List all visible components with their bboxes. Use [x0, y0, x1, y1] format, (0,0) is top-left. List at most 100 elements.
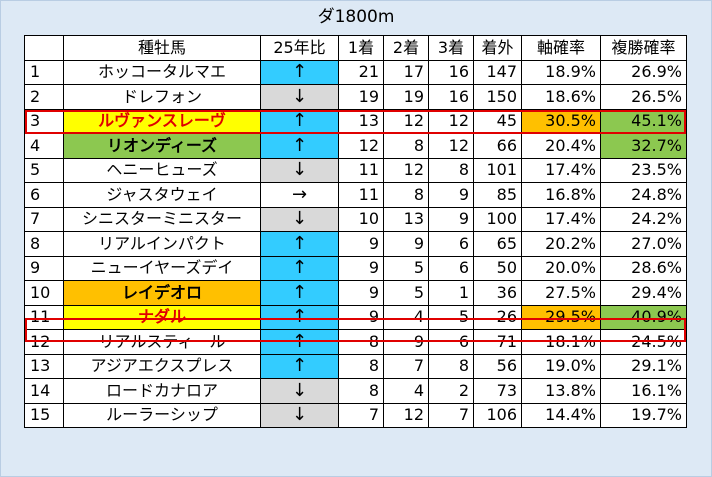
- first-count-cell: 13: [338, 108, 384, 134]
- trend-arrow-cell: ↑: [260, 255, 339, 281]
- sire-name-cell: ジャスタウェイ: [63, 182, 261, 208]
- rank-cell: 4: [24, 133, 64, 159]
- trend-arrow-cell: ↑: [260, 329, 339, 355]
- table-row: 3 ルヴァンスレーヴ ↑ 13 12 12 45 30.5% 45.1%: [24, 108, 687, 134]
- trend-arrow-cell: ↑: [260, 304, 339, 330]
- axis-rate-cell: 17.4%: [521, 206, 601, 232]
- trend-arrow-cell: ↑: [260, 59, 339, 85]
- axis-rate-cell: 18.1%: [521, 329, 601, 355]
- out-count-cell: 65: [473, 231, 522, 257]
- rank-cell: 11: [24, 304, 64, 330]
- rank-cell: 3: [24, 108, 64, 134]
- first-count-cell: 9: [338, 255, 384, 281]
- trend-arrow-cell: ↓: [260, 402, 339, 428]
- trend-arrow-cell: ↑: [260, 353, 339, 379]
- table-row: 10 レイデオロ ↑ 9 5 1 36 27.5% 29.4%: [24, 280, 687, 306]
- axis-rate-cell: 20.2%: [521, 231, 601, 257]
- rank-cell: 13: [24, 353, 64, 379]
- first-count-cell: 8: [338, 378, 384, 404]
- axis-rate-cell: 18.6%: [521, 84, 601, 110]
- trend-arrow-cell: ↑: [260, 231, 339, 257]
- third-count-cell: 12: [428, 108, 474, 134]
- second-count-cell: 8: [383, 133, 429, 159]
- sire-name-cell: アジアエクスプレス: [63, 353, 261, 379]
- place-rate-cell: 16.1%: [600, 378, 687, 404]
- first-count-cell: 9: [338, 304, 384, 330]
- sire-name-cell: シニスターミニスター: [63, 206, 261, 232]
- trend-arrow-cell: ↑: [260, 133, 339, 159]
- sire-name-cell: ホッコータルマエ: [63, 59, 261, 85]
- trend-arrow-cell: ↓: [260, 378, 339, 404]
- third-count-cell: 9: [428, 206, 474, 232]
- column-header: 種牡馬: [63, 35, 261, 61]
- axis-rate-cell: 19.0%: [521, 353, 601, 379]
- table-row: 11 ナダル ↑ 9 4 5 26 29.5% 40.9%: [24, 304, 687, 330]
- third-count-cell: 8: [428, 157, 474, 183]
- sire-name-cell: レイデオロ: [63, 280, 261, 306]
- out-count-cell: 45: [473, 108, 522, 134]
- trend-arrow-cell: ↓: [260, 157, 339, 183]
- rank-cell: 12: [24, 329, 64, 355]
- table-row: 8 リアルインパクト ↑ 9 9 6 65 20.2% 27.0%: [24, 231, 687, 257]
- rank-cell: 14: [24, 378, 64, 404]
- first-count-cell: 11: [338, 182, 384, 208]
- table-row: 6 ジャスタウェイ → 11 8 9 85 16.8% 24.8%: [24, 182, 687, 208]
- place-rate-cell: 24.8%: [600, 182, 687, 208]
- third-count-cell: 2: [428, 378, 474, 404]
- table-row: 1 ホッコータルマエ ↑ 21 17 16 147 18.9% 26.9%: [24, 59, 687, 85]
- sire-name-cell: ロードカナロア: [63, 378, 261, 404]
- sire-name-cell: ドレフォン: [63, 84, 261, 110]
- third-count-cell: 6: [428, 231, 474, 257]
- rank-cell: 8: [24, 231, 64, 257]
- place-rate-cell: 24.2%: [600, 206, 687, 232]
- trend-arrow-cell: ↑: [260, 280, 339, 306]
- sire-name-cell: ニューイヤーズデイ: [63, 255, 261, 281]
- first-count-cell: 8: [338, 329, 384, 355]
- second-count-cell: 4: [383, 378, 429, 404]
- place-rate-cell: 40.9%: [600, 304, 687, 330]
- rank-cell: 10: [24, 280, 64, 306]
- sire-stats-table: 種牡馬 25年比 1着 2着 3着 着外 軸確率 複勝確率 1 ホッコータルマエ ↑ 21 17 16 14…: [24, 35, 687, 428]
- first-count-cell: 21: [338, 59, 384, 85]
- table-row: 2 ドレフォン ↓ 19 19 16 150 18.6% 26.5%: [24, 84, 687, 110]
- header-row: 種牡馬 25年比 1着 2着 3着 着外 軸確率 複勝確率: [24, 35, 687, 61]
- first-count-cell: 7: [338, 402, 384, 428]
- third-count-cell: 16: [428, 59, 474, 85]
- second-count-cell: 19: [383, 84, 429, 110]
- out-count-cell: 66: [473, 133, 522, 159]
- rank-cell: 2: [24, 84, 64, 110]
- first-count-cell: 10: [338, 206, 384, 232]
- place-rate-cell: 29.1%: [600, 353, 687, 379]
- out-count-cell: 26: [473, 304, 522, 330]
- rank-cell: 7: [24, 206, 64, 232]
- place-rate-cell: 26.9%: [600, 59, 687, 85]
- third-count-cell: 6: [428, 329, 474, 355]
- sire-name-cell: ヘニーヒューズ: [63, 157, 261, 183]
- out-count-cell: 147: [473, 59, 522, 85]
- first-count-cell: 9: [338, 280, 384, 306]
- table-row: 4 リオンディーズ ↑ 12 8 12 66 20.4% 32.7%: [24, 133, 687, 159]
- place-rate-cell: 19.7%: [600, 402, 687, 428]
- second-count-cell: 9: [383, 231, 429, 257]
- table-row: 14 ロードカナロア ↓ 8 4 2 73 13.8% 16.1%: [24, 378, 687, 404]
- axis-rate-cell: 16.8%: [521, 182, 601, 208]
- table-row: 7 シニスターミニスター ↓ 10 13 9 100 17.4% 24.2%: [24, 206, 687, 232]
- axis-rate-cell: 20.0%: [521, 255, 601, 281]
- out-count-cell: 50: [473, 255, 522, 281]
- second-count-cell: 17: [383, 59, 429, 85]
- second-count-cell: 12: [383, 402, 429, 428]
- sire-name-cell: リアルインパクト: [63, 231, 261, 257]
- place-rate-cell: 45.1%: [600, 108, 687, 134]
- third-count-cell: 8: [428, 353, 474, 379]
- table-row: 15 ルーラーシップ ↓ 7 12 7 106 14.4% 19.7%: [24, 402, 687, 428]
- table-row: 12 リアルスティール ↑ 8 9 6 71 18.1% 24.5%: [24, 329, 687, 355]
- column-header: 3着: [428, 35, 474, 61]
- out-count-cell: 150: [473, 84, 522, 110]
- third-count-cell: 7: [428, 402, 474, 428]
- sire-name-cell: ナダル: [63, 304, 261, 330]
- second-count-cell: 12: [383, 157, 429, 183]
- axis-rate-cell: 27.5%: [521, 280, 601, 306]
- rank-cell: 6: [24, 182, 64, 208]
- out-count-cell: 100: [473, 206, 522, 232]
- place-rate-cell: 27.0%: [600, 231, 687, 257]
